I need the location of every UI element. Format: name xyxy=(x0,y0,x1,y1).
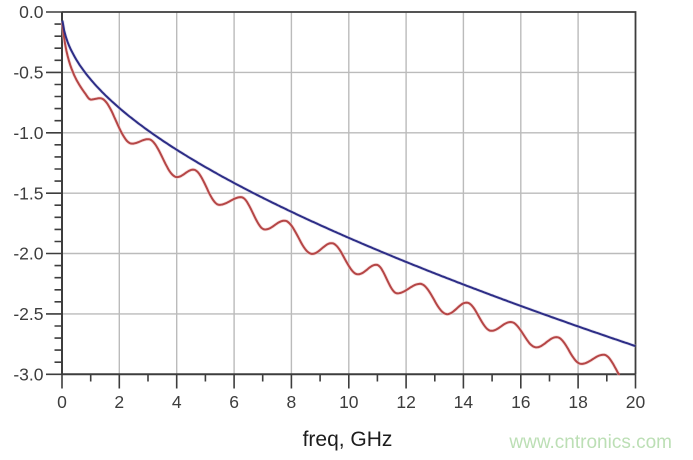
svg-text:14: 14 xyxy=(454,392,474,412)
svg-text:2: 2 xyxy=(114,392,124,412)
svg-text:0: 0 xyxy=(57,392,67,412)
svg-text:-3.0: -3.0 xyxy=(13,365,43,385)
svg-text:-1.0: -1.0 xyxy=(13,123,43,143)
svg-text:-0.5: -0.5 xyxy=(13,63,43,83)
svg-text:20: 20 xyxy=(626,392,646,412)
svg-text:4: 4 xyxy=(172,392,182,412)
svg-text:6: 6 xyxy=(229,392,239,412)
svg-text:-2.5: -2.5 xyxy=(13,304,43,324)
svg-text:8: 8 xyxy=(287,392,297,412)
svg-text:10: 10 xyxy=(339,392,359,412)
svg-text:0.0: 0.0 xyxy=(19,2,44,22)
svg-text:18: 18 xyxy=(568,392,587,412)
svg-text:freq, GHz: freq, GHz xyxy=(303,428,393,451)
svg-text:-2.0: -2.0 xyxy=(13,244,43,264)
svg-text:12: 12 xyxy=(396,392,415,412)
svg-text:16: 16 xyxy=(511,392,530,412)
svg-text:www.cntronics.com: www.cntronics.com xyxy=(508,432,672,453)
svg-text:-1.5: -1.5 xyxy=(13,183,43,203)
